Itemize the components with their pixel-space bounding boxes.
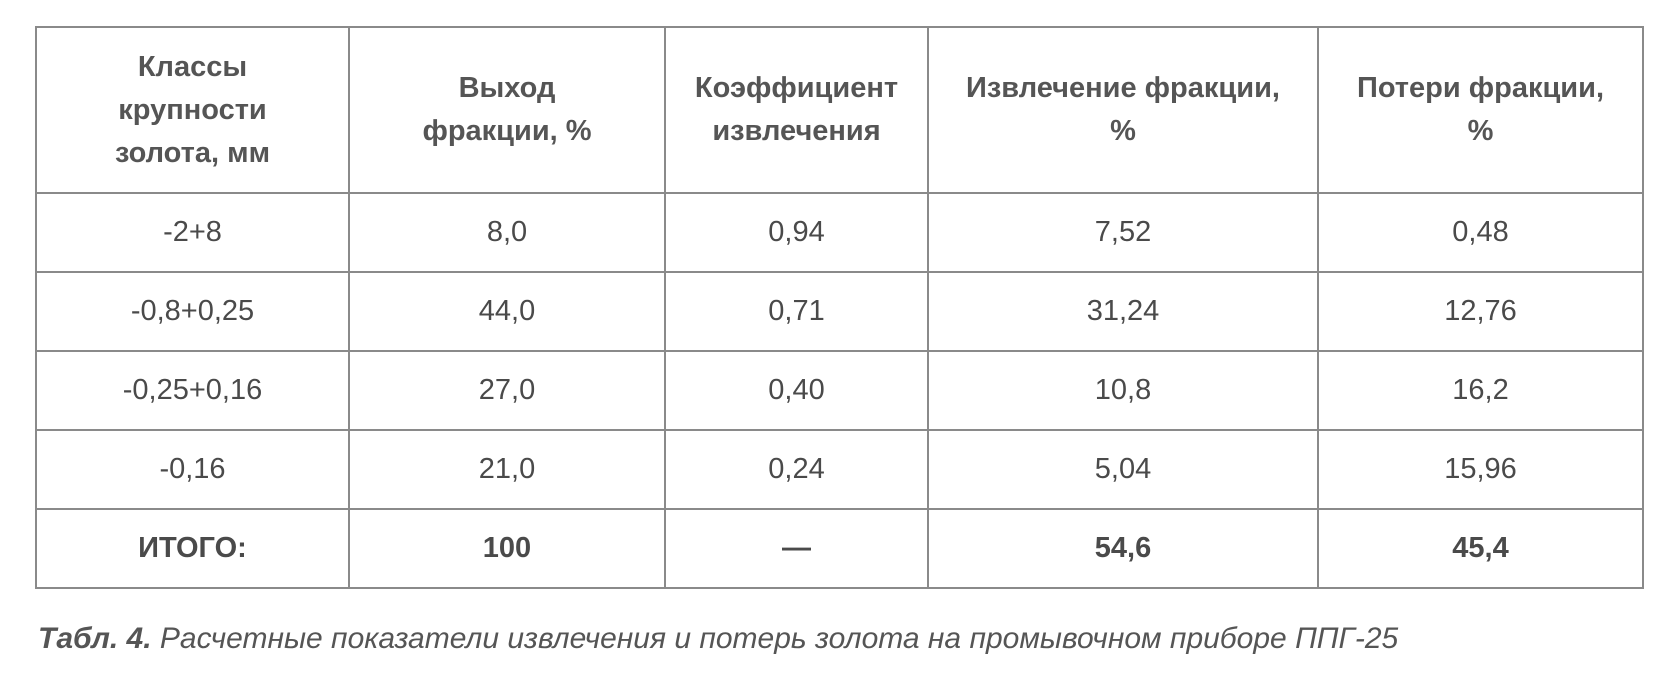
table-cell: 44,0	[348, 271, 666, 352]
caption-label: Табл. 4.	[38, 622, 152, 655]
table-cell: 31,24	[927, 271, 1319, 352]
header-text: Извлечение фракции, %	[966, 72, 1280, 147]
header-cell: Потери фракции, %	[1317, 26, 1644, 194]
table-row: -0,25+0,16 27,0 0,40 10,8 16,2	[35, 350, 1644, 431]
table-cell: 12,76	[1317, 271, 1644, 352]
table-cell: 7,52	[927, 192, 1319, 273]
table-row: -0,8+0,25 44,0 0,71 31,24 12,76	[35, 271, 1644, 352]
total-cell: 45,4	[1317, 508, 1644, 589]
caption-text: Расчетные показатели извлечения и потерь…	[159, 622, 1399, 655]
header-cell: Коэффициент извлечения	[664, 26, 929, 194]
header-text: Коэффициент извлечения	[694, 72, 899, 147]
table-cell: 21,0	[348, 429, 666, 510]
total-cell: ИТОГО:	[35, 508, 350, 589]
table-cell: -0,25+0,16	[35, 350, 350, 431]
table-cell: 0,94	[664, 192, 929, 273]
table-cell: 5,04	[927, 429, 1319, 510]
table-cell: -2+8	[35, 192, 350, 273]
table-cell: 10,8	[927, 350, 1319, 431]
header-cell: Классы крупности золота, мм	[35, 26, 350, 194]
table-cell: 0,71	[664, 271, 929, 352]
header-text: Потери фракции, %	[1356, 72, 1605, 147]
header-text: Классы крупности золота, мм	[114, 50, 271, 169]
table-cell: 0,24	[664, 429, 929, 510]
table-cell: 27,0	[348, 350, 666, 431]
header-cell: Выход фракции, %	[348, 26, 666, 194]
data-table: Классы крупности золота, мм Выход фракции…	[35, 26, 1644, 589]
table-row: -0,16 21,0 0,24 5,04 15,96	[35, 429, 1644, 510]
header-row: Классы крупности золота, мм Выход фракции…	[35, 26, 1644, 194]
table-cell: 0,48	[1317, 192, 1644, 273]
table-cell: 0,40	[664, 350, 929, 431]
table-cell: -0,8+0,25	[35, 271, 350, 352]
total-cell: 100	[348, 508, 666, 589]
total-cell: —	[664, 508, 929, 589]
table-cell: -0,16	[35, 429, 350, 510]
caption: Табл. 4. Расчетные показатели извлечения…	[38, 622, 1398, 656]
total-row: ИТОГО: 100—54,6 45,4	[35, 508, 1644, 589]
table-cell: 8,0	[348, 192, 666, 273]
table-cell: 16,2	[1317, 350, 1644, 431]
header-cell: Извлечение фракции, %	[927, 26, 1319, 194]
header-text: Выход фракции, %	[422, 72, 592, 147]
total-cell: 54,6	[927, 508, 1319, 589]
table-row: -2+8 8,0 0,94 7,52 0,48	[35, 192, 1644, 273]
table-cell: 15,96	[1317, 429, 1644, 510]
table-body: -2+8 8,0 0,94 7,52 0,48 -0,8+0,25 44,0 0,71 31,2…	[35, 192, 1644, 589]
